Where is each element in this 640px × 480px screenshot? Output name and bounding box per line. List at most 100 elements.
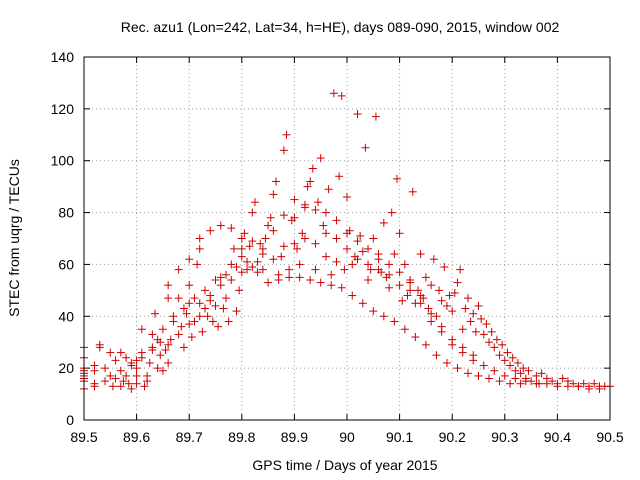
- data-point: [442, 358, 451, 367]
- data-point: [211, 275, 220, 284]
- data-point: [416, 291, 425, 300]
- data-point: [500, 371, 509, 380]
- data-point: [182, 309, 191, 318]
- data-point: [398, 296, 407, 305]
- y-tick-label: 80: [58, 205, 74, 221]
- data-point: [148, 330, 157, 339]
- data-point: [335, 172, 344, 181]
- data-point: [279, 211, 288, 220]
- data-point: [458, 325, 467, 334]
- data-point: [111, 374, 120, 383]
- plot-frame: [83, 56, 611, 421]
- data-point: [432, 312, 441, 321]
- data-point: [437, 296, 446, 305]
- data-point: [340, 265, 349, 274]
- data-point: [190, 317, 199, 326]
- data-point: [140, 382, 149, 391]
- data-point: [90, 379, 99, 388]
- data-point: [95, 340, 104, 349]
- data-point: [424, 304, 433, 313]
- data-point: [364, 275, 373, 284]
- data-point: [195, 234, 204, 243]
- data-point: [206, 296, 215, 305]
- data-point: [469, 351, 478, 360]
- data-point: [414, 286, 423, 295]
- data-point: [193, 260, 202, 269]
- data-point: [303, 182, 312, 191]
- data-point: [442, 301, 451, 310]
- data-point: [461, 304, 470, 313]
- data-point: [416, 299, 425, 308]
- data-point: [537, 369, 546, 378]
- data-point: [179, 304, 188, 313]
- data-point: [458, 343, 467, 352]
- data-point: [195, 299, 204, 308]
- data-point: [385, 270, 394, 279]
- data-point: [248, 237, 257, 246]
- y-tick-label: 100: [51, 153, 75, 169]
- data-point: [119, 377, 128, 386]
- data-point: [524, 366, 533, 375]
- data-point: [156, 351, 165, 360]
- data-point: [101, 377, 110, 386]
- data-point: [548, 377, 557, 386]
- data-point: [450, 288, 459, 297]
- data-point: [364, 244, 373, 253]
- data-point: [358, 247, 367, 256]
- y-axis-label: STEC from uqrg / TECUs: [6, 159, 22, 317]
- data-point: [319, 221, 328, 230]
- data-point: [216, 273, 225, 282]
- data-point: [195, 244, 204, 253]
- data-point: [90, 361, 99, 370]
- data-point: [432, 351, 441, 360]
- data-point: [161, 345, 170, 354]
- data-points: [80, 89, 614, 393]
- data-point: [495, 377, 504, 386]
- data-point: [237, 268, 246, 277]
- data-point: [348, 260, 357, 269]
- data-point: [122, 371, 131, 380]
- data-point: [343, 193, 351, 202]
- data-point: [127, 384, 136, 393]
- data-point: [237, 252, 246, 261]
- data-point: [116, 348, 125, 357]
- data-point: [353, 255, 362, 264]
- data-point: [227, 275, 236, 284]
- data-point: [361, 143, 370, 152]
- data-point: [122, 353, 131, 362]
- data-point: [101, 364, 110, 373]
- data-point: [232, 307, 241, 316]
- data-point: [143, 371, 152, 380]
- data-point: [308, 164, 317, 173]
- x-tick-label: 90.2: [439, 429, 466, 445]
- data-point: [492, 335, 501, 344]
- data-point: [179, 343, 188, 352]
- axis-ticks: 89.5 89.6 89.7 89.8 89.9 90 90.1 90.2 90.3 90.4 90…: [51, 49, 624, 445]
- data-point: [348, 291, 357, 300]
- data-point: [198, 327, 207, 336]
- data-point: [395, 281, 404, 290]
- data-point: [477, 314, 486, 323]
- data-point: [516, 379, 525, 388]
- data-point: [558, 374, 567, 383]
- data-point: [395, 268, 404, 277]
- data-point: [503, 348, 512, 357]
- data-point: [306, 275, 315, 284]
- data-point: [300, 234, 309, 243]
- data-point: [519, 364, 528, 373]
- data-point: [437, 322, 446, 331]
- data-point: [229, 244, 238, 253]
- x-tick-label: 90.5: [596, 429, 623, 445]
- data-point: [187, 333, 196, 342]
- data-point: [327, 270, 336, 279]
- data-point: [316, 278, 325, 287]
- data-point: [206, 226, 215, 235]
- data-point: [243, 257, 252, 266]
- data-point: [508, 353, 517, 362]
- data-point: [569, 379, 578, 388]
- data-point: [343, 244, 351, 253]
- data-point: [216, 221, 225, 230]
- data-point: [290, 213, 299, 222]
- data-point: [253, 257, 262, 266]
- data-point: [574, 382, 583, 391]
